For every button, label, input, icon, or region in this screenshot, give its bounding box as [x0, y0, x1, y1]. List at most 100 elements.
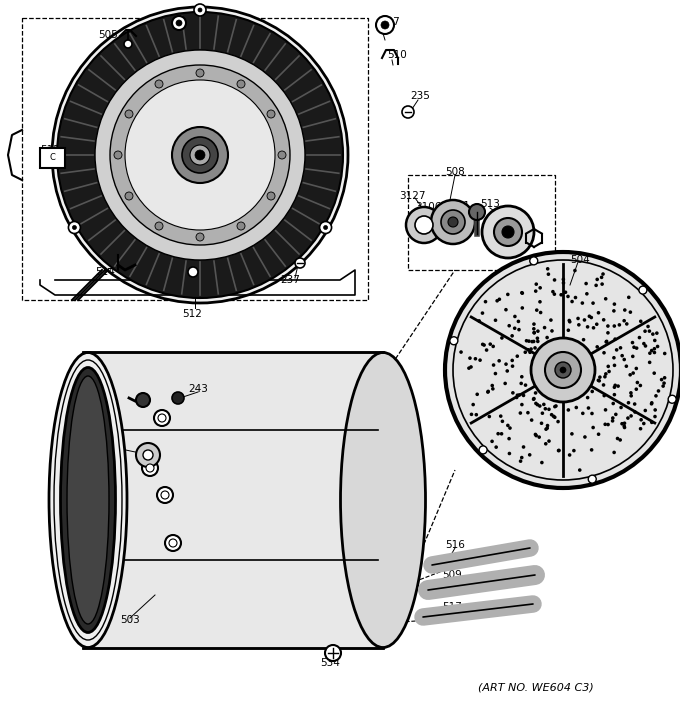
Circle shape	[631, 341, 634, 345]
Circle shape	[155, 80, 163, 88]
Circle shape	[566, 329, 570, 332]
Circle shape	[146, 464, 154, 472]
Circle shape	[566, 408, 570, 412]
Circle shape	[538, 404, 541, 408]
Circle shape	[615, 437, 619, 440]
Ellipse shape	[341, 353, 426, 647]
Circle shape	[596, 277, 599, 281]
Circle shape	[534, 290, 537, 293]
Polygon shape	[91, 353, 383, 647]
Circle shape	[525, 339, 528, 342]
Circle shape	[590, 412, 594, 416]
Circle shape	[547, 439, 551, 443]
Circle shape	[606, 324, 610, 328]
Circle shape	[406, 207, 442, 243]
Circle shape	[655, 332, 659, 335]
Circle shape	[614, 413, 617, 416]
Circle shape	[629, 414, 633, 418]
Circle shape	[620, 422, 624, 426]
Circle shape	[165, 535, 181, 551]
Circle shape	[601, 272, 605, 276]
Circle shape	[161, 491, 169, 499]
Circle shape	[494, 319, 497, 322]
Circle shape	[143, 450, 153, 460]
Circle shape	[612, 309, 615, 313]
Circle shape	[450, 337, 458, 345]
Circle shape	[611, 416, 615, 420]
Circle shape	[524, 383, 527, 387]
Text: 516: 516	[445, 540, 465, 550]
Circle shape	[172, 392, 184, 404]
Circle shape	[529, 348, 533, 351]
Circle shape	[553, 292, 556, 296]
Circle shape	[545, 426, 549, 430]
Circle shape	[494, 218, 522, 246]
Circle shape	[588, 314, 591, 318]
Circle shape	[653, 350, 656, 354]
Circle shape	[540, 421, 543, 425]
Circle shape	[532, 397, 535, 401]
Circle shape	[475, 413, 478, 416]
Circle shape	[613, 303, 616, 306]
Circle shape	[486, 390, 490, 393]
Circle shape	[188, 267, 198, 277]
Circle shape	[607, 423, 610, 426]
Circle shape	[492, 345, 495, 348]
Circle shape	[553, 405, 557, 408]
Circle shape	[551, 414, 556, 418]
Circle shape	[603, 375, 607, 379]
Circle shape	[522, 445, 526, 449]
Circle shape	[595, 322, 598, 326]
Circle shape	[627, 295, 630, 299]
Circle shape	[511, 391, 515, 395]
Ellipse shape	[61, 368, 116, 633]
Text: 3106: 3106	[415, 202, 441, 212]
Circle shape	[592, 326, 595, 329]
Circle shape	[544, 427, 548, 431]
Circle shape	[644, 344, 647, 348]
Circle shape	[628, 373, 632, 376]
Circle shape	[574, 295, 577, 299]
Circle shape	[535, 308, 539, 312]
Circle shape	[623, 421, 626, 425]
Circle shape	[620, 354, 624, 358]
Circle shape	[597, 432, 600, 436]
Circle shape	[623, 426, 626, 429]
Circle shape	[73, 225, 76, 230]
Circle shape	[195, 150, 205, 160]
Circle shape	[475, 392, 479, 396]
Circle shape	[584, 282, 588, 285]
Circle shape	[540, 460, 544, 464]
Circle shape	[505, 369, 509, 373]
Circle shape	[568, 320, 572, 324]
Circle shape	[534, 433, 537, 437]
Text: 505: 505	[98, 30, 118, 40]
Circle shape	[500, 419, 504, 423]
Text: 3102: 3102	[58, 163, 85, 173]
Circle shape	[547, 272, 550, 276]
Circle shape	[651, 332, 655, 336]
Circle shape	[295, 258, 305, 268]
Circle shape	[588, 475, 596, 483]
Circle shape	[190, 145, 210, 165]
Circle shape	[499, 414, 503, 418]
Circle shape	[578, 468, 581, 472]
Text: 3127: 3127	[398, 191, 425, 201]
Circle shape	[536, 337, 539, 340]
Circle shape	[657, 390, 660, 392]
Circle shape	[490, 439, 494, 443]
Circle shape	[627, 401, 630, 405]
Circle shape	[562, 281, 565, 285]
Circle shape	[469, 365, 473, 369]
Circle shape	[613, 393, 616, 397]
Text: 237: 237	[280, 275, 300, 285]
Circle shape	[494, 445, 498, 449]
Circle shape	[494, 371, 497, 375]
Circle shape	[532, 322, 536, 326]
Circle shape	[638, 336, 641, 340]
Circle shape	[497, 359, 501, 363]
Circle shape	[650, 349, 653, 353]
Circle shape	[481, 342, 484, 346]
Circle shape	[603, 423, 607, 426]
Circle shape	[653, 408, 657, 412]
